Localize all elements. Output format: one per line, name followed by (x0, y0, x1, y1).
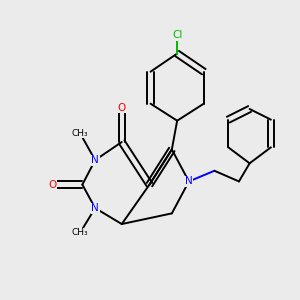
Text: O: O (118, 103, 126, 113)
Text: N: N (91, 155, 99, 165)
Text: Cl: Cl (172, 31, 182, 40)
Text: O: O (48, 180, 57, 190)
Text: N: N (91, 203, 99, 213)
Text: CH₃: CH₃ (72, 129, 88, 138)
Text: N: N (185, 176, 193, 186)
Text: CH₃: CH₃ (72, 228, 88, 237)
